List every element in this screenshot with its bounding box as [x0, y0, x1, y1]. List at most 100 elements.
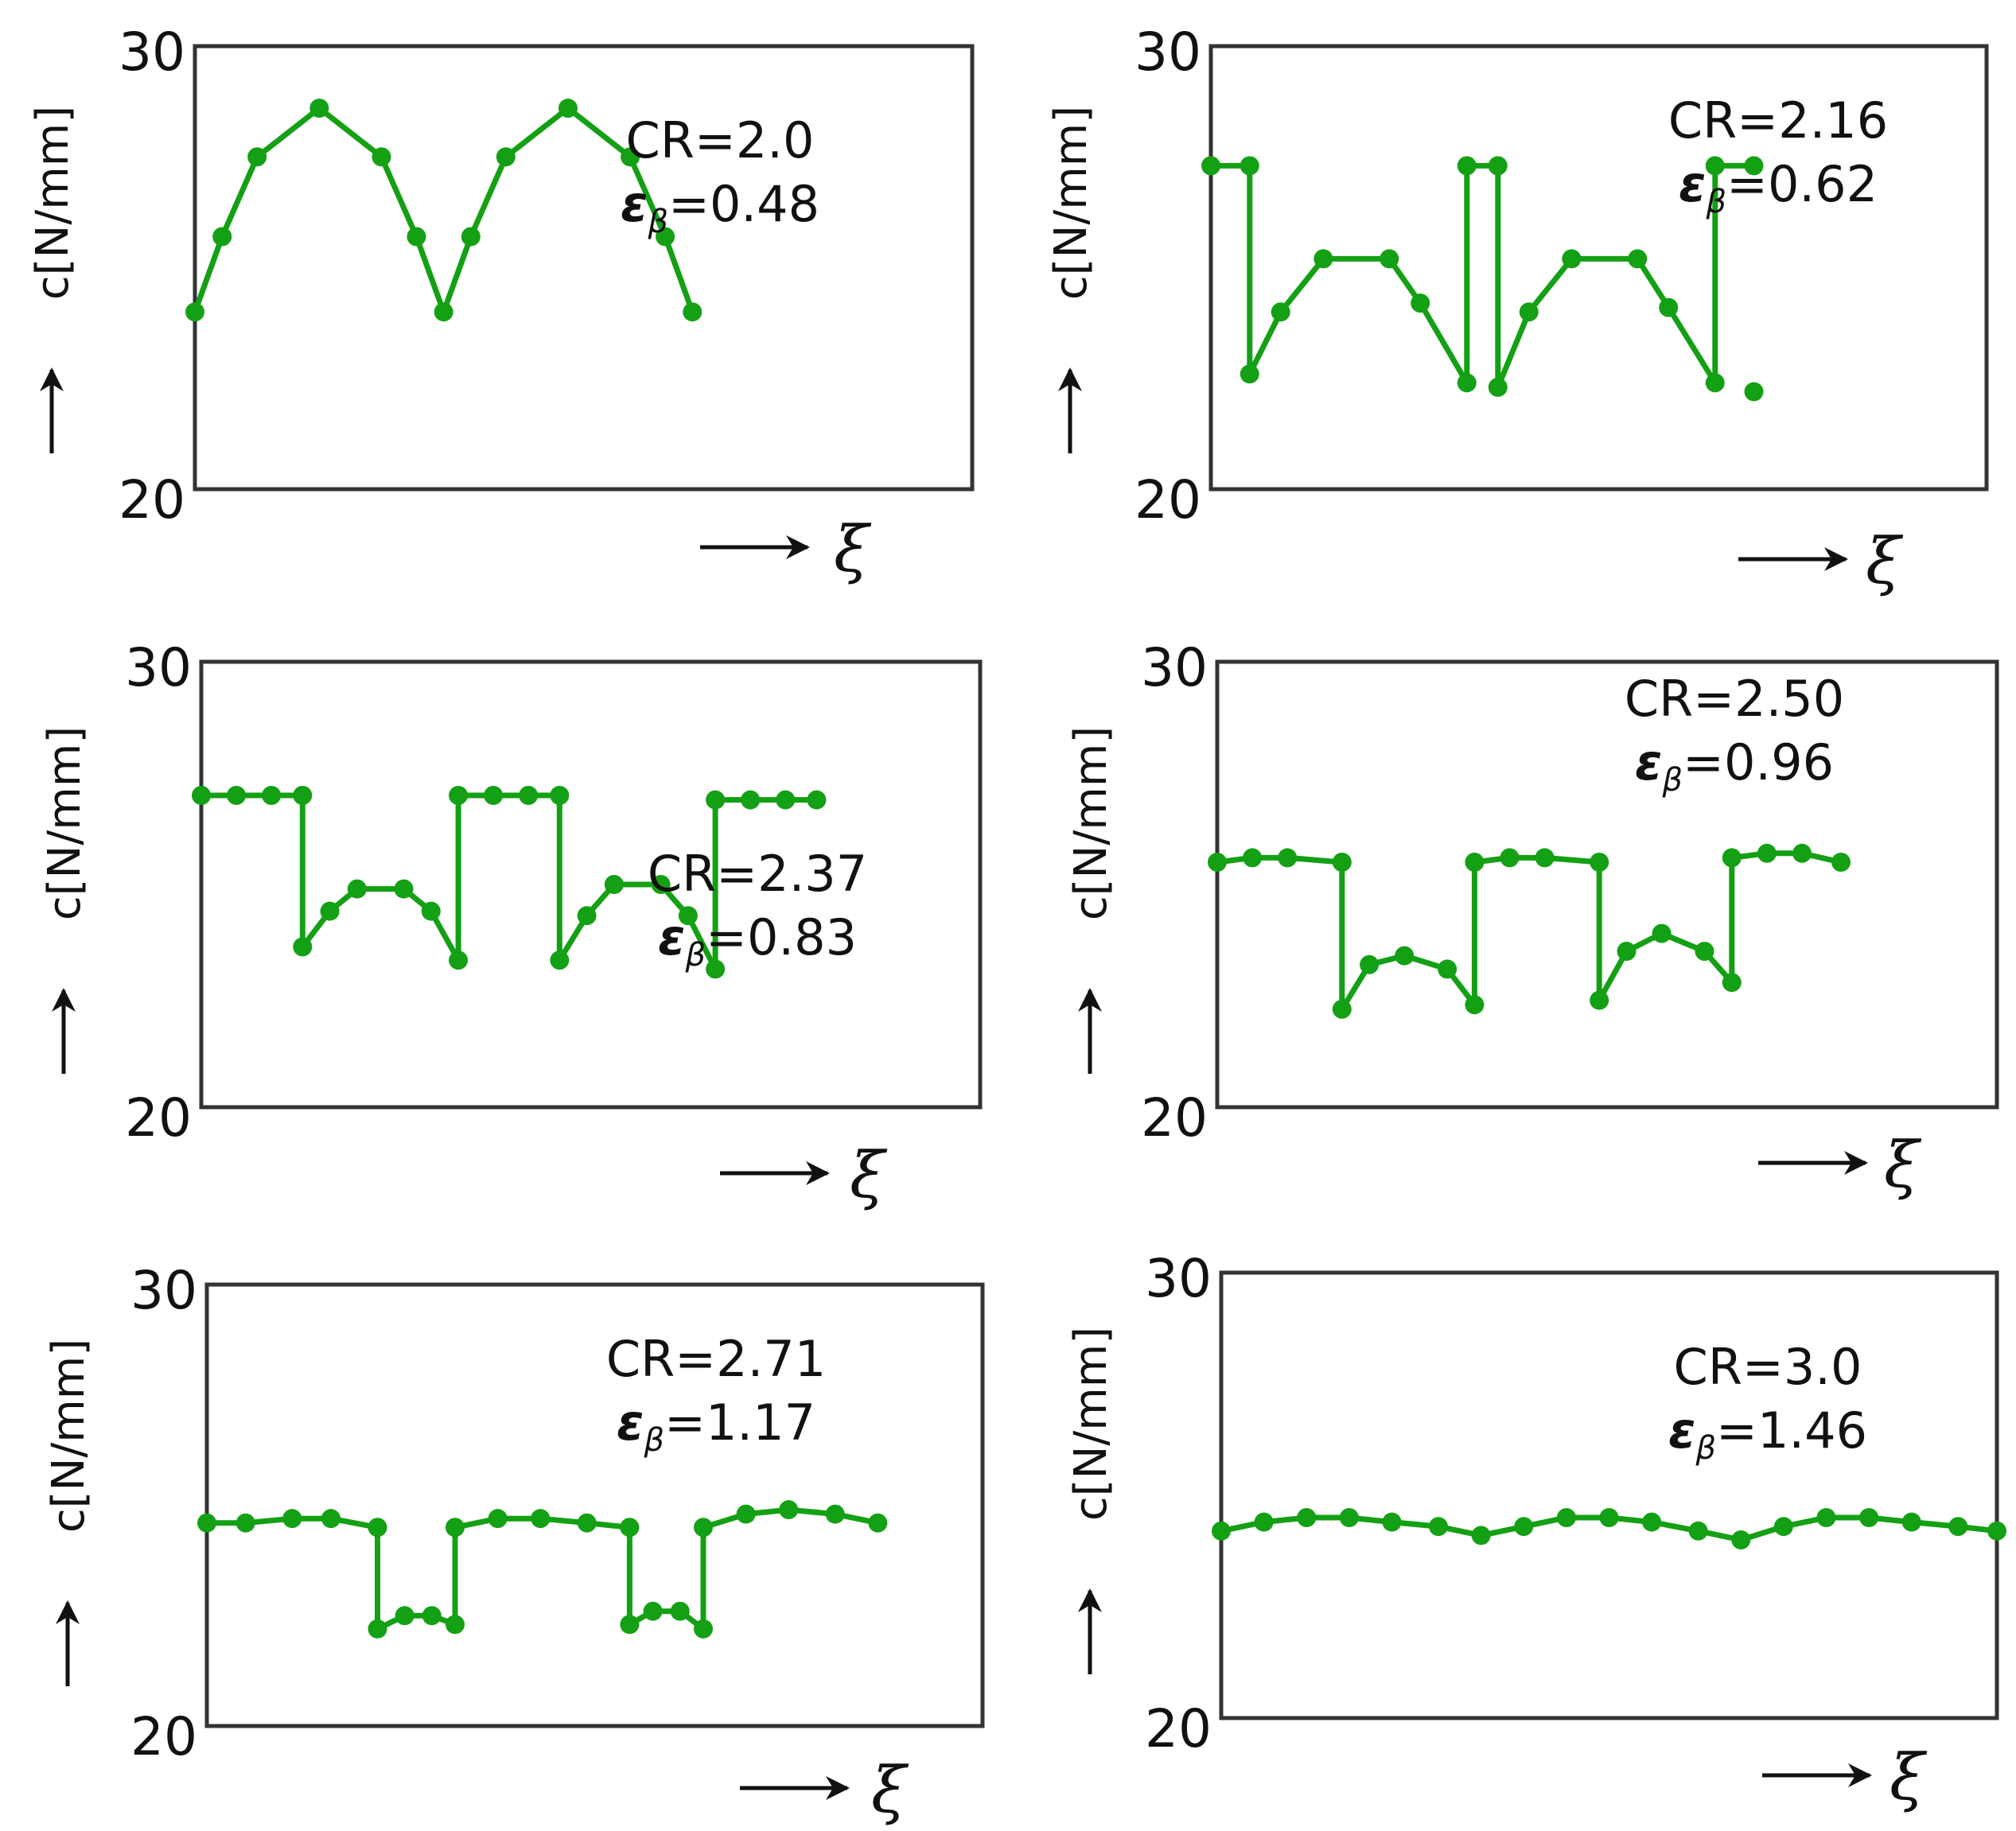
data-point [1590, 990, 1609, 1010]
data-point [321, 1509, 341, 1529]
data-point [678, 906, 698, 926]
data-point [347, 879, 367, 899]
data-point [395, 1606, 414, 1626]
data-point [449, 950, 469, 970]
epsilon-annotation: εβ=0.62 [1679, 155, 1878, 220]
x-axis-label: ξ [850, 1138, 888, 1212]
data-point [683, 302, 702, 322]
data-point [407, 227, 426, 247]
data-point [1514, 1517, 1534, 1537]
epsilon-value: =0.62 [1726, 155, 1878, 213]
data-point [1438, 959, 1458, 979]
chart-panel-1: 30 20 c[N/mm] ξ CR=2.0 εβ=0.48 [27, 21, 975, 586]
epsilon-value: =0.83 [706, 908, 857, 966]
cr-annotation: CR=2.50 [1625, 670, 1844, 728]
data-point [1465, 995, 1485, 1015]
data-point [807, 790, 827, 810]
epsilon-symbol: ε [1679, 155, 1707, 213]
cr-annotation: CR=2.37 [648, 845, 867, 903]
data-point [1948, 1517, 1968, 1537]
data-point [1688, 1521, 1708, 1541]
data-point [694, 1619, 713, 1639]
x-axis-label: ξ [1866, 524, 1904, 598]
data-point [368, 1619, 387, 1639]
data-point [1457, 156, 1477, 176]
data-point [736, 1504, 756, 1524]
y-tick-label-min: 20 [1145, 1698, 1212, 1759]
data-point [293, 786, 313, 805]
data-point [1590, 853, 1609, 872]
plot-frame [1208, 44, 1989, 492]
cr-annotation: CR=2.16 [1668, 91, 1888, 150]
data-point [1457, 373, 1477, 393]
y-axis-label: c[N/mm] [1065, 726, 1117, 920]
data-point [212, 227, 232, 247]
data-point [1705, 156, 1725, 176]
data-point [192, 786, 211, 805]
data-point [1652, 923, 1672, 943]
y-tick-label-min: 20 [119, 469, 185, 531]
data-point [446, 1615, 465, 1635]
data-point [434, 302, 453, 322]
y-tick-label-min: 20 [1141, 1087, 1208, 1149]
data-point [1556, 1508, 1576, 1527]
data-point [1731, 1530, 1751, 1549]
data-point [1332, 853, 1352, 872]
data-point [1332, 999, 1352, 1019]
y-tick-label-min: 20 [130, 1706, 197, 1767]
data-point [868, 1513, 888, 1533]
y-axis-label: c[N/mm] [1065, 1327, 1117, 1521]
data-point [1465, 853, 1485, 872]
y-tick-label-min: 20 [125, 1087, 192, 1149]
epsilon-value: =0.48 [668, 175, 819, 233]
epsilon-subscript: β [643, 1422, 664, 1459]
data-point [1395, 946, 1415, 966]
data-point [262, 786, 282, 805]
data-point [776, 790, 796, 810]
x-axis-label: ξ [1890, 1740, 1928, 1814]
plot-frame [1219, 1270, 1999, 1720]
plot-frame [199, 659, 983, 1110]
y-tick-label-max: 30 [1134, 21, 1201, 83]
epsilon-symbol: ε [1635, 733, 1663, 791]
data-point [484, 786, 504, 805]
data-point [1360, 954, 1380, 974]
data-point [461, 227, 481, 247]
data-point [309, 98, 329, 118]
y-tick-label-max: 30 [1141, 637, 1208, 698]
data-point [741, 790, 761, 810]
plot-frame [193, 44, 975, 492]
data-point [1987, 1521, 2006, 1541]
data-point [1722, 973, 1742, 993]
data-point [604, 875, 624, 894]
y-axis-label: c[N/mm] [1045, 106, 1097, 300]
data-point [620, 1615, 640, 1635]
data-point [282, 1509, 302, 1529]
data-point [1488, 156, 1508, 176]
data-point [1535, 848, 1555, 868]
data-point [1297, 1508, 1317, 1527]
epsilon-subscript: β [1705, 184, 1726, 220]
epsilon-annotation: εβ=1.17 [617, 1394, 815, 1459]
data-point [558, 98, 578, 118]
data-point [1240, 156, 1259, 176]
data-point [1429, 1517, 1448, 1537]
data-point [227, 786, 247, 805]
data-point [519, 786, 539, 805]
data-point [1212, 1521, 1231, 1541]
data-point [694, 1518, 713, 1537]
y-tick-label-max: 30 [119, 21, 185, 83]
data-point [656, 227, 675, 247]
data-point [1628, 249, 1648, 269]
plot-frame [204, 1282, 985, 1728]
data-point [1519, 302, 1539, 322]
data-point [825, 1504, 845, 1524]
data-point [1659, 297, 1679, 317]
data-point [422, 1606, 442, 1626]
y-tick-label-min: 20 [1134, 469, 1201, 531]
data-point [1901, 1512, 1921, 1532]
